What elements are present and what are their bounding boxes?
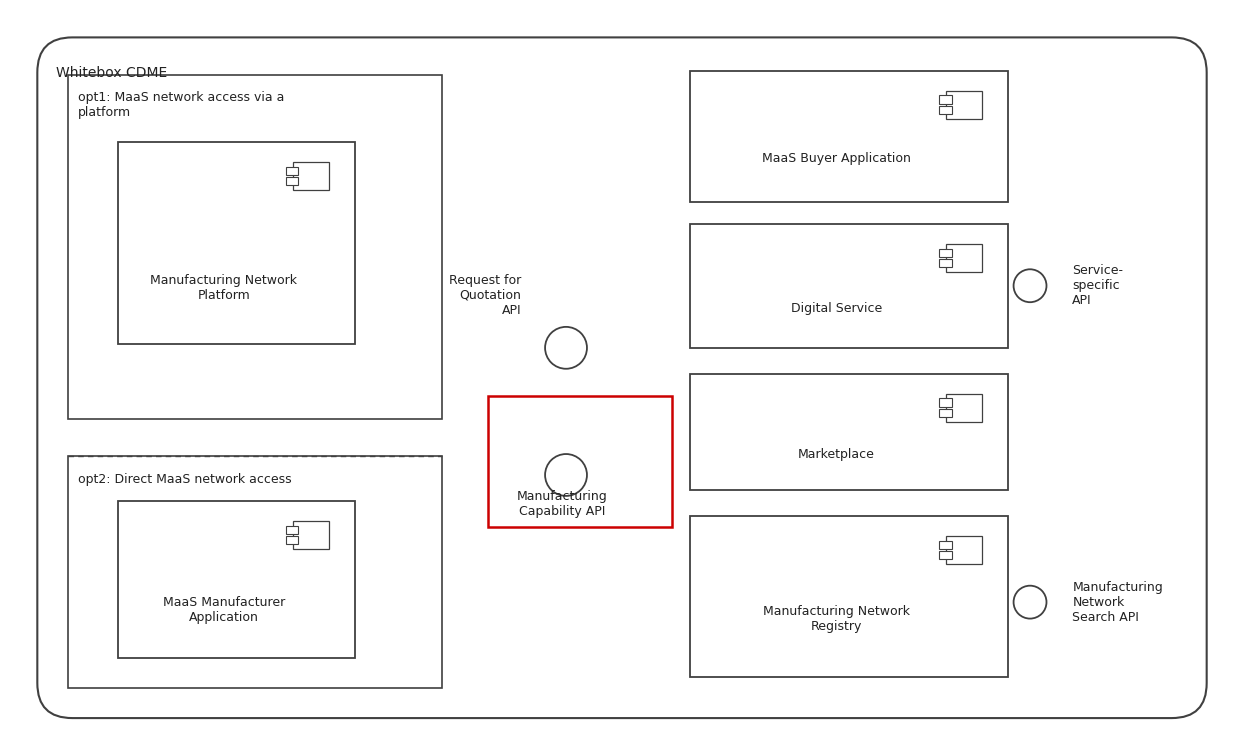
- Circle shape: [545, 327, 587, 369]
- Text: Manufacturing Network
Platform: Manufacturing Network Platform: [151, 274, 297, 302]
- Bar: [292, 521, 330, 549]
- Text: Digital Service: Digital Service: [791, 302, 882, 315]
- Bar: [939, 399, 952, 407]
- Text: Marketplace: Marketplace: [799, 448, 875, 461]
- Text: MaaS Buyer Application: MaaS Buyer Application: [763, 153, 911, 165]
- Text: MaaS Manufacturer
Application: MaaS Manufacturer Application: [163, 595, 285, 624]
- Bar: [939, 541, 952, 549]
- Bar: [286, 526, 299, 534]
- Text: Manufacturing
Network
Search API: Manufacturing Network Search API: [1072, 580, 1163, 624]
- Text: opt1: MaaS network access via a
platform: opt1: MaaS network access via a platform: [78, 91, 285, 119]
- Bar: [488, 396, 672, 527]
- Circle shape: [545, 454, 587, 496]
- Circle shape: [1014, 269, 1046, 302]
- Bar: [286, 536, 299, 544]
- Bar: [945, 536, 983, 564]
- Text: Manufacturing
Capability API: Manufacturing Capability API: [518, 491, 607, 518]
- Bar: [939, 551, 952, 559]
- Text: Request for
Quotation
API: Request for Quotation API: [449, 274, 521, 317]
- Text: Service-
specific
API: Service- specific API: [1072, 264, 1123, 307]
- Bar: [939, 259, 952, 267]
- Bar: [939, 96, 952, 104]
- Bar: [68, 75, 442, 419]
- Bar: [286, 177, 299, 185]
- Bar: [690, 374, 1008, 490]
- Bar: [292, 162, 330, 190]
- Bar: [286, 167, 299, 175]
- Bar: [118, 142, 355, 344]
- Bar: [939, 249, 952, 257]
- Bar: [939, 408, 952, 417]
- Circle shape: [1014, 586, 1046, 619]
- Text: Manufacturing Network
Registry: Manufacturing Network Registry: [763, 605, 911, 633]
- Bar: [945, 393, 983, 422]
- Bar: [68, 456, 442, 688]
- Bar: [945, 244, 983, 272]
- Text: opt2: Direct MaaS network access: opt2: Direct MaaS network access: [78, 473, 292, 485]
- Bar: [690, 516, 1008, 677]
- Bar: [118, 501, 355, 658]
- Bar: [939, 105, 952, 114]
- Bar: [690, 224, 1008, 348]
- FancyBboxPatch shape: [37, 37, 1207, 718]
- Bar: [690, 71, 1008, 202]
- Bar: [945, 91, 983, 119]
- Text: Whitebox CDME: Whitebox CDME: [56, 66, 167, 80]
